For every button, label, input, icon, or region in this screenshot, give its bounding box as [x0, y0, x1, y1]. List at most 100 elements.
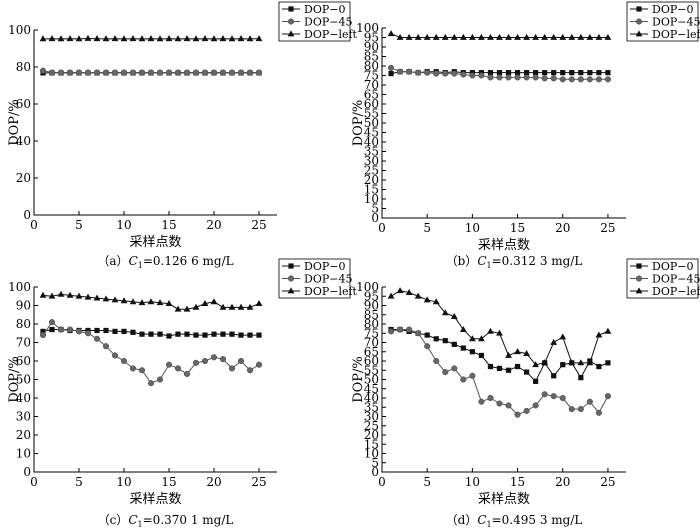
data-point-circle — [514, 411, 521, 418]
y-tick-label: 15 — [364, 183, 379, 197]
y-tick-label: 100 — [8, 23, 31, 37]
data-point-circle — [559, 76, 566, 83]
y-tick-label: 15 — [364, 437, 379, 451]
chart-panel-d: 0510152025303540455055606570758085909510… — [351, 258, 700, 529]
data-point-triangle — [255, 35, 263, 42]
data-point-circle — [604, 393, 611, 400]
legend-marker-circle — [287, 275, 295, 282]
data-point-circle — [237, 69, 245, 76]
data-point-circle — [39, 67, 47, 74]
data-point-square — [130, 329, 136, 335]
legend-label: DOP−left — [304, 285, 358, 298]
data-point-square — [605, 70, 611, 76]
y-tick-label: 80 — [16, 317, 31, 331]
data-point-triangle — [255, 300, 263, 307]
x-tick-label: 15 — [510, 221, 525, 235]
y-tick-label: 35 — [364, 400, 379, 414]
y-tick-label: 55 — [364, 363, 379, 377]
y-tick-label: 50 — [364, 116, 379, 130]
legend-marker-circle — [635, 275, 643, 282]
data-point-triangle — [246, 35, 254, 42]
data-point-circle — [415, 69, 422, 76]
x-tick-label: 0 — [30, 475, 38, 489]
legend-label: DOP−left — [652, 28, 700, 41]
data-point-triangle — [396, 33, 404, 40]
data-point-square — [596, 70, 602, 76]
data-point-square — [478, 352, 485, 359]
data-point-triangle — [237, 35, 245, 42]
data-point-square — [148, 331, 154, 337]
x-tick-label: 0 — [378, 221, 386, 235]
data-point-circle — [586, 76, 593, 83]
data-point-circle — [201, 357, 209, 365]
x-tick-label: 25 — [600, 221, 615, 235]
y-tick-label: 0 — [23, 208, 31, 222]
data-point-square — [578, 70, 584, 76]
data-point-triangle — [514, 348, 521, 355]
data-point-triangle — [120, 35, 128, 42]
y-tick-label: 40 — [364, 135, 379, 149]
data-point-triangle — [75, 35, 83, 42]
caption-variable: C — [477, 254, 486, 268]
data-point-square — [523, 369, 530, 375]
y-tick-label: 0 — [371, 465, 379, 479]
data-point-triangle — [156, 299, 164, 306]
data-point-square — [229, 331, 235, 337]
data-point-circle — [66, 69, 74, 76]
data-point-triangle — [237, 303, 245, 310]
data-point-circle — [532, 402, 539, 409]
caption-subscript: 1 — [138, 520, 143, 529]
y-tick-label: 60 — [364, 97, 379, 111]
data-point-square — [505, 70, 512, 76]
y-tick-label: 45 — [364, 126, 379, 140]
data-point-circle — [93, 335, 101, 342]
data-point-triangle — [111, 296, 119, 303]
y-axis-label: DOP/% — [7, 99, 22, 146]
data-point-square — [433, 336, 439, 342]
caption-variable: C — [128, 513, 137, 527]
data-point-circle — [478, 398, 485, 405]
data-point-square — [514, 363, 521, 370]
data-point-triangle — [604, 33, 612, 40]
legend-label: DOP−45 — [304, 273, 352, 286]
data-point-triangle — [129, 298, 137, 305]
data-point-triangle — [459, 325, 467, 332]
data-point-square — [424, 332, 430, 338]
data-point-triangle — [387, 292, 395, 299]
data-point-square — [551, 373, 557, 379]
data-point-circle — [210, 354, 218, 361]
data-point-square — [487, 70, 494, 76]
y-tick-label: 65 — [364, 345, 379, 359]
x-axis-label: 采样点数 — [478, 492, 530, 507]
data-point-circle — [156, 376, 164, 383]
data-point-triangle — [174, 305, 182, 312]
data-point-triangle — [487, 327, 494, 334]
data-point-triangle — [405, 33, 413, 40]
data-point-square — [211, 331, 217, 337]
data-point-triangle — [541, 359, 549, 366]
data-point-circle — [541, 391, 548, 398]
y-tick-label: 20 — [364, 428, 379, 442]
data-point-triangle — [66, 35, 74, 42]
legend-label: DOP−45 — [652, 16, 700, 29]
y-tick-label: 10 — [16, 447, 31, 461]
data-point-triangle — [559, 33, 567, 40]
data-point-circle — [451, 70, 458, 77]
data-point-triangle — [459, 33, 467, 40]
data-point-circle — [586, 398, 593, 405]
y-tick-label: 70 — [364, 336, 379, 350]
data-point-circle — [442, 369, 449, 376]
data-point-triangle — [219, 35, 227, 42]
data-point-square — [578, 375, 584, 381]
data-point-circle — [577, 406, 584, 413]
data-point-triangle — [66, 291, 74, 298]
data-point-square — [569, 70, 575, 76]
series-line-circle — [42, 321, 260, 384]
data-point-triangle — [174, 35, 182, 42]
data-point-circle — [120, 357, 128, 365]
data-point-square — [533, 70, 539, 76]
data-point-circle — [84, 330, 92, 337]
axes-frame — [381, 28, 626, 219]
data-point-triangle — [111, 35, 119, 42]
